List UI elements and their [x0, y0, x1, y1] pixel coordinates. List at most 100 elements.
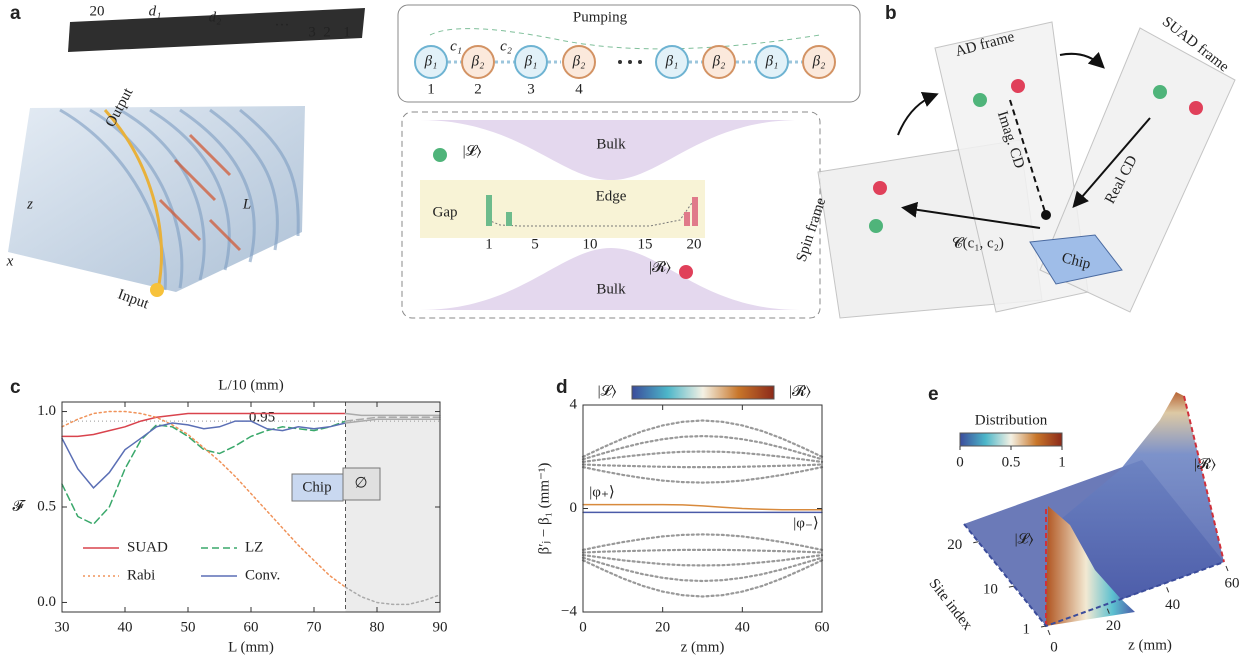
series-line — [344, 412, 441, 417]
label: Distribution — [975, 412, 1048, 428]
label: |𝓛⟩ — [1015, 531, 1034, 547]
y-axis-label: β′ⱼ − β₁ (mm⁻¹) — [536, 463, 552, 555]
label: |𝓡⟩ — [1194, 456, 1216, 472]
label: 20 — [687, 236, 702, 252]
y-tick-label: 1 — [1023, 621, 1031, 637]
label: 15 — [638, 236, 653, 252]
label: 1 — [343, 24, 351, 40]
label: Bulk — [596, 136, 626, 152]
panel-label: d — [556, 377, 568, 398]
colorbar — [959, 432, 1063, 447]
x-tick-label: 20 — [655, 619, 670, 635]
series-line — [344, 586, 441, 606]
colorbar-tick-label: 0.5 — [1002, 454, 1021, 470]
x-tick-label: 0 — [1050, 639, 1058, 655]
y-axis-label: 𝓕 — [12, 498, 26, 514]
annotation: |φ₊⟩ — [589, 484, 614, 500]
y-tick-label: 20 — [947, 537, 962, 553]
x-tick — [1047, 629, 1051, 636]
y-tick-label: 0 — [570, 500, 578, 516]
series-line — [61, 412, 347, 438]
series-line — [61, 420, 347, 490]
legend-label: Conv. — [245, 567, 280, 583]
label: d₂ — [209, 9, 222, 25]
y-tick-label: 0.0 — [37, 594, 56, 610]
series-line — [581, 548, 824, 554]
x-tick-label: 80 — [370, 619, 385, 635]
series-line — [581, 559, 824, 598]
label: 4 — [575, 81, 583, 97]
label: β₂ — [812, 53, 826, 69]
label: Chip — [1060, 250, 1092, 273]
label: Chip — [302, 479, 331, 495]
site — [755, 45, 789, 79]
label: β₂ — [712, 53, 726, 69]
y-tick — [973, 541, 979, 544]
label: Bulk — [596, 281, 626, 297]
x-tick-label: 30 — [55, 619, 70, 635]
x-axis-label: z (mm) — [681, 639, 725, 655]
colorbar-tick-label: 1 — [1058, 454, 1066, 470]
y-tick-label: 0.5 — [37, 498, 56, 514]
x-tick-label: 0 — [579, 619, 587, 635]
panel-label: c — [10, 377, 21, 398]
x-tick-label: 50 — [181, 619, 196, 635]
dot — [628, 60, 632, 64]
x-tick-label: 60 — [1225, 575, 1240, 591]
label: β₁ — [524, 53, 538, 69]
y-tick — [1008, 585, 1015, 588]
label: Input — [116, 287, 152, 313]
panel-a-art — [8, 4, 861, 319]
label: |𝓡⟩ — [649, 259, 671, 275]
y-tick-label: 1.0 — [37, 403, 56, 419]
series-line — [581, 533, 824, 551]
top-axis-label: L/10 (mm) — [218, 377, 283, 393]
x-tick-label: 60 — [244, 619, 259, 635]
label: |𝓡⟩ — [789, 383, 811, 399]
x-tick — [1106, 608, 1110, 614]
label: Pumping — [573, 9, 628, 25]
x-tick-label: 90 — [433, 619, 448, 635]
label: c₁ — [450, 38, 462, 54]
label: β₂ — [572, 53, 586, 69]
legend-label: Rabi — [127, 567, 155, 583]
site — [414, 45, 448, 79]
series-line — [581, 554, 824, 567]
y-tick-label: 4 — [570, 396, 578, 412]
label: β₁ — [424, 53, 438, 69]
y-tick-label: −4 — [561, 603, 577, 619]
label: 1 — [427, 81, 435, 97]
series-line — [344, 418, 441, 424]
label: 2 — [474, 81, 482, 97]
site — [655, 45, 689, 79]
label: β₁ — [665, 53, 679, 69]
y-tick-label: 10 — [983, 582, 998, 598]
y-axis-label: Site index — [926, 576, 976, 634]
annotation: |φ₋⟩ — [793, 515, 818, 531]
series-line — [581, 556, 824, 583]
label: Gap — [433, 204, 458, 220]
label: |𝓛⟩ — [463, 143, 482, 159]
label: 3 — [308, 24, 316, 40]
series-line — [344, 416, 441, 422]
site — [562, 45, 596, 79]
colorbar — [631, 385, 775, 400]
x-axis-label: z (mm) — [1128, 637, 1172, 653]
x-tick-label: 60 — [815, 619, 830, 635]
series-line — [61, 410, 347, 588]
x-tick-label: 40 — [1165, 597, 1180, 613]
series-line — [582, 503, 823, 511]
label: c₂ — [500, 38, 512, 54]
panel-b-art — [817, 21, 1236, 319]
panel-e-art — [963, 392, 1225, 628]
label: x — [6, 253, 14, 269]
panel-label: a — [10, 3, 21, 24]
series-line — [581, 434, 824, 461]
label: |𝓛⟩ — [598, 383, 617, 399]
site — [514, 45, 548, 79]
legend-label: SUAD — [127, 539, 168, 555]
panel-label: e — [928, 384, 939, 405]
label: 20 — [90, 3, 105, 19]
label: d₁ — [149, 3, 162, 19]
